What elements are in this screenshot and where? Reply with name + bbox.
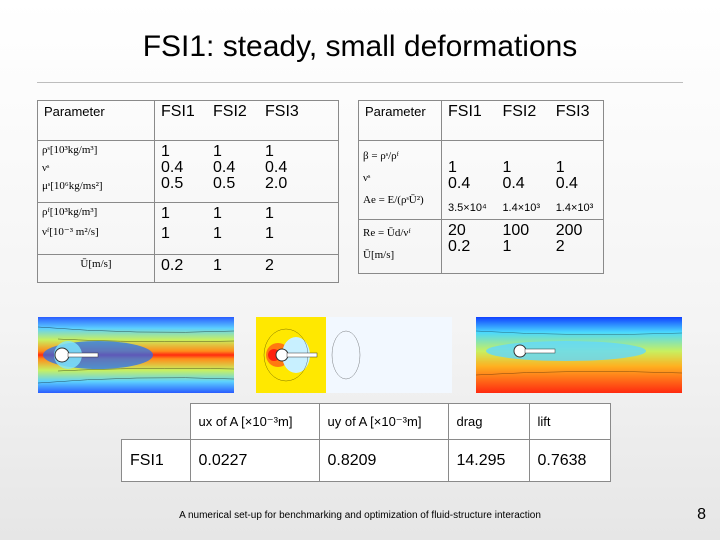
value-cell: 1 0.4 1.4×10³ — [496, 140, 550, 220]
value-cell: 1 1 — [259, 202, 339, 255]
symbol: Ū[m/s] — [363, 249, 395, 261]
value: 1 — [161, 205, 170, 222]
empty-corner — [122, 404, 191, 440]
value: 20 — [448, 222, 466, 239]
header-fsi3: FSI3 — [549, 100, 604, 141]
value-cell: 1 — [207, 254, 259, 283]
value: 0.4 — [448, 175, 471, 192]
value: 1 — [502, 238, 512, 255]
header-drag: drag — [447, 403, 530, 440]
header-fsi2: FSI2 — [496, 100, 550, 141]
value: 0.5 — [213, 175, 236, 192]
value: 0.2 — [448, 238, 471, 255]
header-fsi1: FSI1 — [441, 100, 497, 141]
symbol: νᶠ[10⁻³ m²/s] — [42, 226, 99, 238]
value: 1.4×10³ — [502, 202, 541, 214]
symbol-cell: ρˢ[10³kg/m³] νˢ μˢ[10⁶kg/ms²] — [37, 140, 155, 203]
value-cell: 0.2 — [154, 254, 207, 283]
parameter-table-left: Parameter FSI1 FSI2 FSI3 ρˢ[10³kg/m³] νˢ… — [37, 100, 339, 283]
flow-field-image-fsi2 — [256, 317, 452, 393]
header-parameter: Parameter — [37, 100, 155, 141]
symbol-cell: ρᶠ[10³kg/m³] νᶠ[10⁻³ m²/s] — [37, 202, 155, 255]
header-fsi3: FSI3 — [259, 100, 339, 141]
value: 1 — [213, 205, 222, 222]
value-lift: 0.7638 — [528, 439, 611, 482]
value: 1 — [448, 159, 457, 176]
value: 1.4×10³ — [555, 202, 594, 214]
flow-field-image-fsi3 — [476, 317, 682, 393]
symbol: νˢ — [42, 162, 50, 174]
value-drag: 14.295 — [447, 439, 530, 482]
value: 1 — [265, 143, 274, 160]
header-uy: uy of A [×10⁻³m] — [318, 403, 449, 440]
value-cell: 1 0.4 3.5×10⁴ — [441, 140, 497, 220]
parameter-table-right: Parameter FSI1 FSI2 FSI3 β = ρˢ/ρᶠ νˢ Ae… — [358, 100, 604, 274]
footer-text: A numerical set-up for benchmarking and … — [179, 510, 541, 521]
header-fsi2: FSI2 — [207, 100, 259, 141]
row-label-fsi1: FSI1 — [121, 439, 191, 482]
value-cell: 20 0.2 — [441, 219, 497, 274]
header-lift: lift — [528, 403, 611, 440]
symbol: νˢ — [363, 172, 371, 184]
value: 0.4 — [502, 175, 525, 192]
value-ux: 0.0227 — [189, 439, 320, 482]
value: 1 — [213, 225, 222, 242]
value: 0.4 — [161, 159, 184, 176]
symbol-cell: Re = Ūd/νᶠ Ū[m/s] — [358, 219, 442, 274]
value: 1 — [555, 159, 565, 176]
value: 1 — [265, 205, 274, 222]
symbol-cell: β = ρˢ/ρᶠ νˢ Ae = E/(ρˢŪ²) — [358, 140, 442, 220]
value: 0.4 — [265, 159, 288, 176]
value-cell: 1 0.4 0.5 — [154, 140, 207, 203]
value-cell: 200 2 — [549, 219, 604, 274]
value: 1 — [213, 143, 222, 160]
page-number: 8 — [697, 506, 706, 523]
value-cell: 1 0.4 2.0 — [259, 140, 339, 203]
symbol: β = ρˢ/ρᶠ — [363, 150, 399, 162]
value-cell: 2 — [259, 254, 339, 283]
title-divider — [37, 82, 683, 83]
header-fsi1: FSI1 — [154, 100, 207, 141]
value-cell: 1 0.4 0.5 — [207, 140, 259, 203]
flow-field-image-fsi1 — [38, 317, 234, 393]
value: 100 — [502, 222, 530, 239]
slide-title: FSI1: steady, small deformations — [142, 30, 578, 63]
value: 2.0 — [265, 175, 288, 192]
value: 0.4 — [555, 175, 578, 192]
value-cell: 1 0.4 1.4×10³ — [549, 140, 604, 220]
symbol: Ae = E/(ρˢŪ²) — [363, 194, 424, 206]
value: 3.5×10⁴ — [448, 202, 487, 214]
value: 2 — [555, 238, 565, 255]
value-cell: 100 1 — [496, 219, 550, 274]
value: 0.4 — [213, 159, 236, 176]
value: 1 — [161, 143, 170, 160]
symbol: μˢ[10⁶kg/ms²] — [42, 180, 103, 192]
value: 1 — [502, 159, 512, 176]
header-parameter: Parameter — [358, 100, 442, 141]
results-table: ux of A [×10⁻³m] uy of A [×10⁻³m] drag l… — [121, 403, 611, 482]
value-uy: 0.8209 — [318, 439, 449, 482]
symbol: ρᶠ[10³kg/m³] — [42, 206, 98, 218]
symbol: Re = Ūd/νᶠ — [363, 227, 411, 239]
value: 0.5 — [161, 175, 184, 192]
header-ux: ux of A [×10⁻³m] — [189, 403, 320, 440]
value: 200 — [555, 222, 583, 239]
symbol: ρˢ[10³kg/m³] — [42, 144, 98, 156]
value-cell: 1 1 — [207, 202, 259, 255]
value-cell: 1 1 — [154, 202, 207, 255]
value: 1 — [265, 225, 274, 242]
value: 1 — [161, 225, 170, 242]
symbol-cell: Ū[m/s] — [37, 254, 155, 283]
